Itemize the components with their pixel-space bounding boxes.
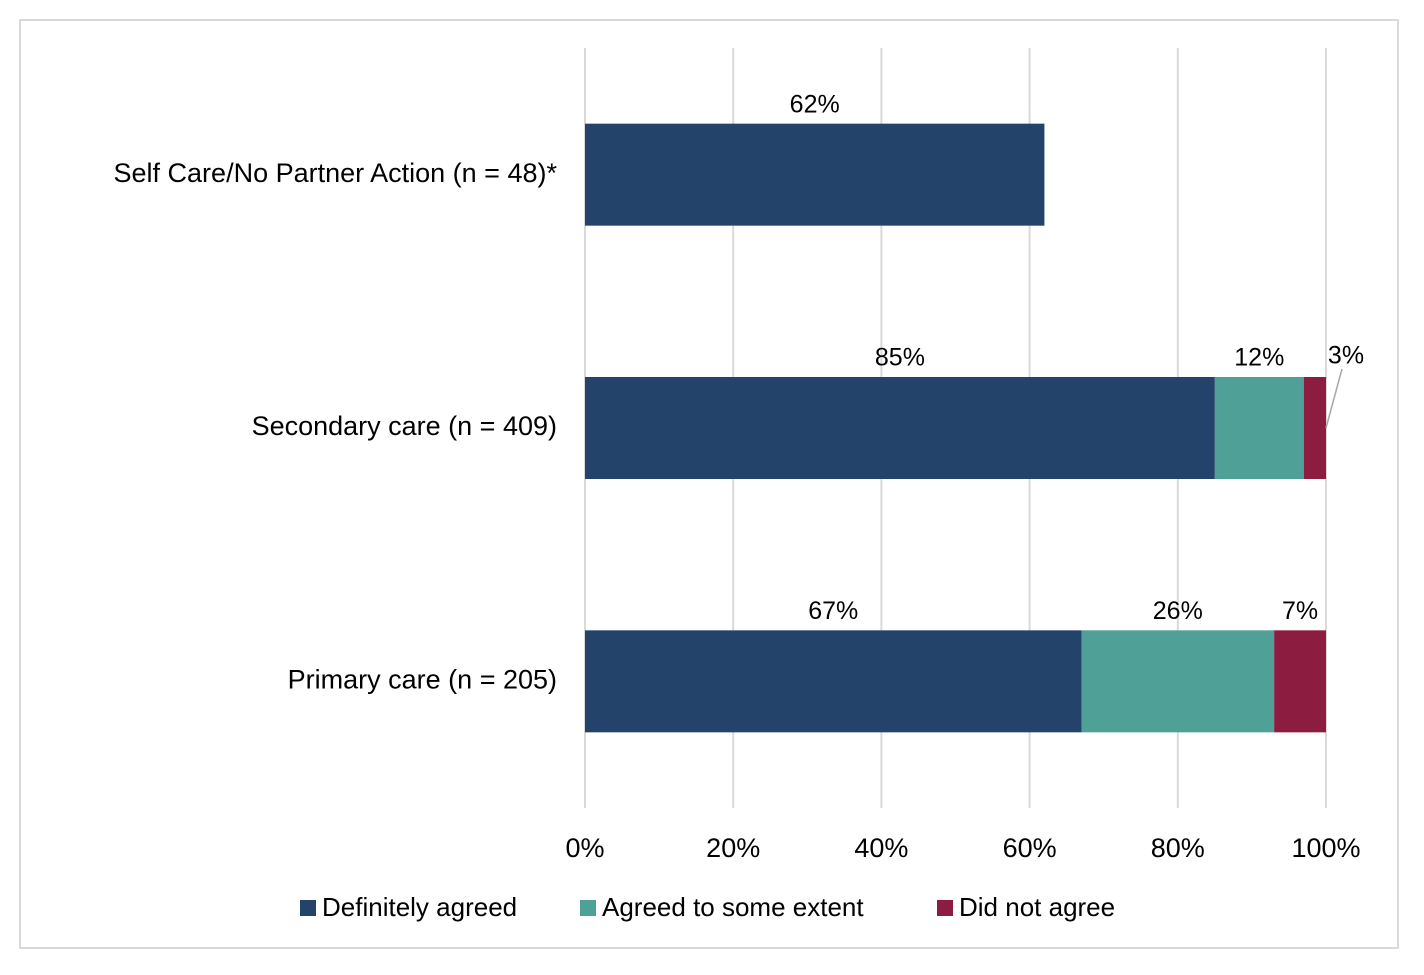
x-tick-label: 60% [1003,833,1057,863]
legend-label: Agreed to some extent [602,892,864,922]
value-label: 26% [1153,597,1203,625]
bar-segment [1303,377,1326,479]
category-label: Primary care (n = 205) [288,664,557,694]
legend-label: Did not agree [959,892,1115,922]
x-tick-label: 20% [706,833,760,863]
bar-segment [1081,630,1275,733]
value-label: 7% [1282,597,1318,625]
x-tick-label: 100% [1291,833,1360,863]
leader-line [1325,368,1343,429]
bar-segment [1274,630,1326,733]
bar-segment [1214,377,1304,479]
value-label: 85% [875,344,925,372]
value-label: 67% [808,597,858,625]
bar-segment [585,123,1045,226]
value-label: 3% [1328,342,1364,370]
legend-swatch [300,900,316,916]
x-tick-label: 80% [1151,833,1205,863]
category-label: Secondary care (n = 409) [252,411,557,441]
legend-swatch [937,900,953,916]
bar-segment [585,377,1215,479]
x-tick-label: 0% [565,833,604,863]
legend-label: Definitely agreed [322,892,517,922]
legend-swatch [580,900,596,916]
x-tick-label: 40% [854,833,908,863]
value-label: 12% [1234,344,1284,372]
bar-segment [585,630,1082,733]
category-label: Self Care/No Partner Action (n = 48)* [114,158,558,188]
value-label: 62% [790,90,840,118]
